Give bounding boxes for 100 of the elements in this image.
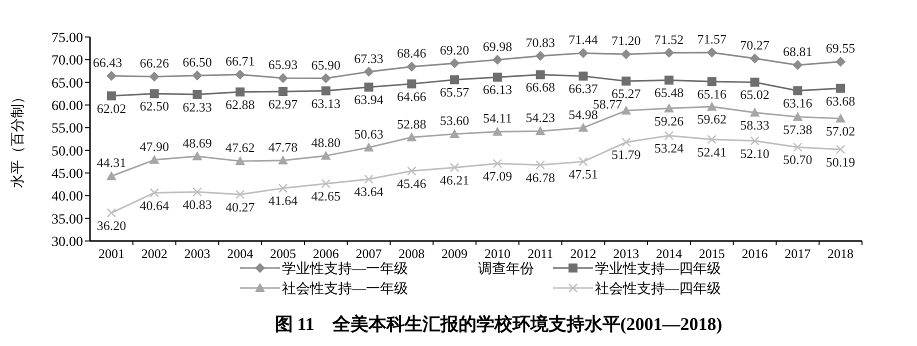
data-label: 45.46 xyxy=(397,176,427,191)
point xyxy=(750,78,760,87)
data-label: 47.62 xyxy=(225,140,255,156)
data-label: 54.11 xyxy=(483,110,512,126)
x-tick-label: 2004 xyxy=(227,246,254,261)
data-label: 62.88 xyxy=(225,96,255,112)
data-label: 53.24 xyxy=(654,140,684,156)
data-label: 42.65 xyxy=(311,188,341,204)
point xyxy=(321,179,331,188)
x-tick-label: 2005 xyxy=(270,246,296,261)
data-label: 64.66 xyxy=(397,88,427,104)
data-label: 65.16 xyxy=(697,86,728,102)
point xyxy=(492,54,502,65)
data-label: 62.33 xyxy=(182,99,212,114)
legend-label: 学业性支持—四年级 xyxy=(595,261,721,277)
point xyxy=(192,151,202,160)
data-label: 47.51 xyxy=(568,166,598,182)
point xyxy=(622,76,631,86)
x-tick-label: 2006 xyxy=(312,246,340,261)
data-label: 43.64 xyxy=(354,184,384,200)
data-label: 48.69 xyxy=(182,135,212,150)
data-label: 66.71 xyxy=(225,54,255,69)
point xyxy=(535,50,546,61)
point xyxy=(578,156,588,166)
data-label: 57.02 xyxy=(826,124,856,139)
y-tick-label: 50.00 xyxy=(52,144,83,160)
point xyxy=(578,122,588,132)
point xyxy=(450,58,460,68)
point xyxy=(320,73,331,84)
point xyxy=(235,70,246,80)
point xyxy=(492,126,502,136)
point xyxy=(792,60,803,70)
y-tick-label: 40.00 xyxy=(52,190,83,205)
data-label: 44.31 xyxy=(96,155,126,170)
legend-label: 学业性支持—一年级 xyxy=(282,261,408,277)
data-label: 66.37 xyxy=(568,81,598,96)
y-tick-label: 30.00 xyxy=(52,235,83,250)
point xyxy=(192,187,202,197)
point xyxy=(278,184,288,193)
point xyxy=(407,79,416,88)
data-label: 70.27 xyxy=(740,37,770,52)
point xyxy=(364,142,374,152)
data-label: 65.57 xyxy=(440,84,470,100)
point xyxy=(149,72,160,82)
data-label: 66.68 xyxy=(526,80,555,95)
legend-label: 社会性支持—四年级 xyxy=(595,281,721,297)
point xyxy=(192,90,202,99)
data-label: 48.80 xyxy=(311,134,341,150)
point xyxy=(278,87,288,96)
point xyxy=(750,53,760,64)
data-label: 70.83 xyxy=(526,34,555,50)
x-axis-title: 调查年份 xyxy=(478,261,534,277)
data-label: 52.88 xyxy=(397,116,426,132)
point xyxy=(706,102,717,111)
data-label: 69.55 xyxy=(826,40,856,56)
point xyxy=(450,75,460,84)
point xyxy=(321,86,330,96)
point xyxy=(320,150,331,160)
x-tick-label: 2015 xyxy=(698,246,725,261)
data-label: 46.78 xyxy=(526,170,555,185)
data-label: 71.44 xyxy=(568,32,598,48)
data-label: 65.02 xyxy=(740,87,770,102)
data-label: 63.16 xyxy=(783,96,813,111)
point xyxy=(707,77,716,86)
point xyxy=(793,86,802,96)
data-label: 66.50 xyxy=(182,54,212,70)
data-label: 40.64 xyxy=(140,198,170,213)
point xyxy=(578,48,588,58)
y-tick-label: 35.00 xyxy=(52,212,83,228)
data-label: 51.79 xyxy=(611,147,641,162)
point xyxy=(664,130,674,140)
data-label: 66.13 xyxy=(482,82,512,98)
y-tick-label: 45.00 xyxy=(52,167,83,182)
point xyxy=(106,171,116,180)
y-tick-label: 75.00 xyxy=(52,31,83,46)
point xyxy=(621,106,632,115)
x-tick-label: 2018 xyxy=(828,246,854,261)
x-tick-label: 2002 xyxy=(141,246,168,261)
data-label: 69.20 xyxy=(440,42,470,58)
data-label: 71.57 xyxy=(697,32,728,47)
point xyxy=(235,156,246,166)
point xyxy=(364,82,374,92)
data-label: 50.19 xyxy=(826,154,856,170)
point xyxy=(536,160,545,170)
data-label: 59.62 xyxy=(697,112,727,127)
point xyxy=(150,188,159,198)
point xyxy=(836,84,846,93)
point xyxy=(278,73,288,84)
data-label: 66.43 xyxy=(92,54,122,70)
point xyxy=(450,129,460,138)
point xyxy=(407,166,416,176)
x-tick-label: 2016 xyxy=(742,246,768,261)
y-tick-label: 60.00 xyxy=(52,99,83,114)
y-tick-label: 55.00 xyxy=(52,122,83,137)
data-label: 69.98 xyxy=(482,38,512,54)
point xyxy=(664,103,674,112)
point xyxy=(236,87,245,96)
x-tick-label: 2010 xyxy=(484,246,510,261)
y-axis-title: 水平（百分制） xyxy=(10,90,26,188)
point xyxy=(836,144,846,154)
